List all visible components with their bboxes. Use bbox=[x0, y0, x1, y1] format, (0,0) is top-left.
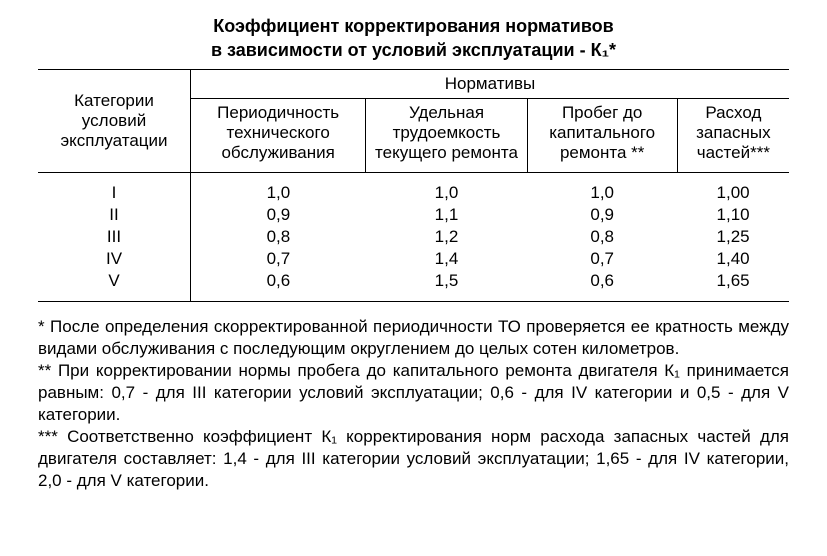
title-line-1: Коэффициент корректирования нормативов bbox=[213, 16, 614, 36]
footnotes: * После определения скорректированной пе… bbox=[38, 316, 789, 493]
data-cell: 0,8 bbox=[527, 226, 677, 248]
cat-cell: V bbox=[38, 270, 191, 302]
title-line-2: в зависимости от условий эксплуатации - … bbox=[211, 40, 616, 60]
cat-cell: II bbox=[38, 204, 191, 226]
table-title: Коэффициент корректирования нормативов в… bbox=[38, 14, 789, 63]
cat-cell: IV bbox=[38, 248, 191, 270]
table-row: V 0,6 1,5 0,6 1,65 bbox=[38, 270, 789, 302]
table-row: IV 0,7 1,4 0,7 1,40 bbox=[38, 248, 789, 270]
table-row: I 1,0 1,0 1,0 1,00 bbox=[38, 172, 789, 204]
col-header-4: Расход запасных частей*** bbox=[677, 98, 789, 172]
data-cell: 0,9 bbox=[527, 204, 677, 226]
data-cell: 1,65 bbox=[677, 270, 789, 302]
data-cell: 1,10 bbox=[677, 204, 789, 226]
data-cell: 1,2 bbox=[366, 226, 527, 248]
data-cell: 1,1 bbox=[366, 204, 527, 226]
data-cell: 0,7 bbox=[527, 248, 677, 270]
data-cell: 0,9 bbox=[191, 204, 366, 226]
data-cell: 1,40 bbox=[677, 248, 789, 270]
data-cell: 1,4 bbox=[366, 248, 527, 270]
table-row: III 0,8 1,2 0,8 1,25 bbox=[38, 226, 789, 248]
footnote-1: * После определения скорректированной пе… bbox=[38, 316, 789, 360]
cat-cell: I bbox=[38, 172, 191, 204]
row-header: Категории условий эксплуатации bbox=[38, 69, 191, 172]
data-cell: 1,25 bbox=[677, 226, 789, 248]
col-header-1: Периодичность технического обслуживания bbox=[191, 98, 366, 172]
col-header-3: Пробег до капитального ремонта ** bbox=[527, 98, 677, 172]
col-header-2: Удельная трудоемкость текущего ремонта bbox=[366, 98, 527, 172]
coefficients-table: Категории условий эксплуатации Нормативы… bbox=[38, 69, 789, 302]
group-header: Нормативы bbox=[191, 69, 790, 98]
footnote-3: *** Соответственно коэффициент К₁ коррек… bbox=[38, 426, 789, 492]
data-cell: 1,0 bbox=[366, 172, 527, 204]
document-page: Коэффициент корректирования нормативов в… bbox=[0, 0, 827, 493]
data-cell: 0,6 bbox=[191, 270, 366, 302]
table-row: II 0,9 1,1 0,9 1,10 bbox=[38, 204, 789, 226]
data-cell: 1,00 bbox=[677, 172, 789, 204]
data-cell: 0,7 bbox=[191, 248, 366, 270]
data-cell: 0,6 bbox=[527, 270, 677, 302]
data-cell: 1,0 bbox=[527, 172, 677, 204]
cat-cell: III bbox=[38, 226, 191, 248]
data-cell: 1,0 bbox=[191, 172, 366, 204]
data-cell: 1,5 bbox=[366, 270, 527, 302]
footnote-2: ** При корректировании нормы пробега до … bbox=[38, 360, 789, 426]
data-cell: 0,8 bbox=[191, 226, 366, 248]
